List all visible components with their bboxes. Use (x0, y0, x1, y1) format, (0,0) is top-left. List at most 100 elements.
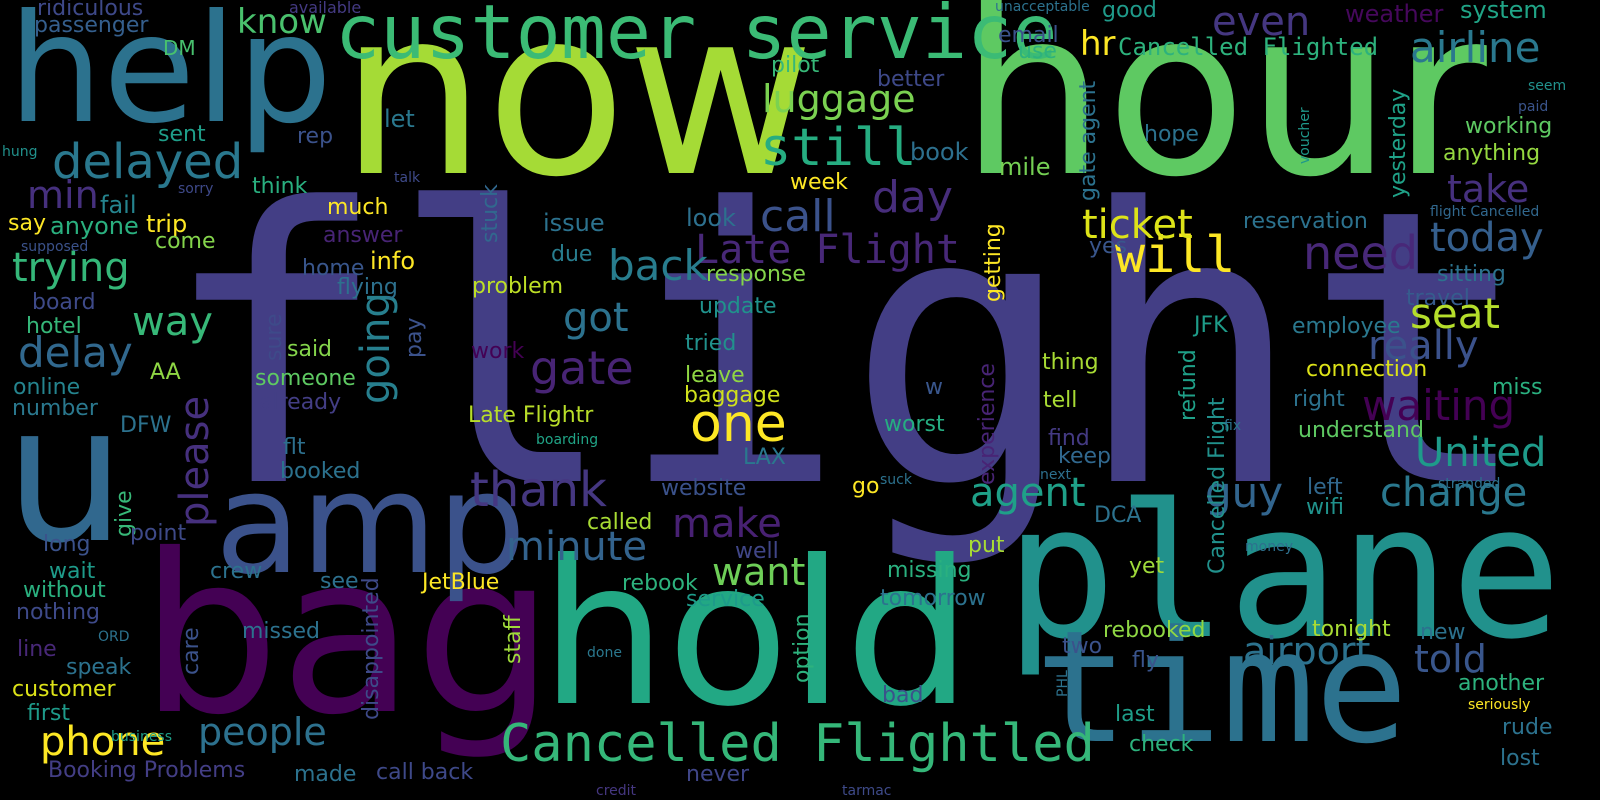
word-wait: wait (49, 559, 96, 584)
word-pay: pay (402, 317, 427, 358)
word-problem: problem (472, 274, 564, 299)
word-amp: amp (215, 443, 527, 606)
word-find: find (1048, 426, 1090, 451)
word-tonight: tonight (1312, 617, 1391, 642)
word-called: called (587, 510, 653, 535)
word-keep: keep (1058, 444, 1111, 469)
word-call: call (760, 191, 836, 242)
word-update: update (699, 294, 777, 319)
word-board: board (32, 290, 96, 315)
word-miss: miss (1492, 375, 1543, 400)
word-getting: getting (981, 223, 1006, 303)
word-fix: fix (1224, 418, 1242, 434)
word-bag: bag (140, 507, 555, 763)
word-good: good (1102, 0, 1157, 23)
word-service: service (686, 587, 765, 612)
word-baggage: baggage (684, 383, 781, 408)
word-hour: hour (960, 0, 1487, 228)
word-check: check (1129, 732, 1194, 757)
word-change: change (1380, 470, 1528, 516)
word-gate: gate (530, 341, 634, 395)
word-agent: agent (970, 470, 1086, 516)
word-ticket: ticket (1082, 202, 1193, 248)
word-understand: understand (1298, 418, 1424, 443)
word-missing: missing (887, 558, 972, 583)
word-take: take (1447, 167, 1530, 211)
word-u: u (5, 364, 126, 585)
word-nothing: nothing (16, 600, 100, 625)
word-made: made (294, 762, 357, 787)
word-paid: paid (1518, 99, 1549, 115)
word-rebook: rebook (622, 571, 698, 596)
word-issue: issue (543, 209, 605, 237)
word-online: online (13, 375, 81, 400)
word-point: point (130, 521, 187, 546)
word-seriously: seriously (1468, 697, 1531, 713)
word-working: working (1465, 114, 1553, 139)
word-flying: flying (337, 275, 398, 300)
word-never: never (686, 762, 750, 787)
word-dca: DCA (1094, 503, 1142, 528)
word-week: week (790, 170, 848, 195)
word-thing: thing (1042, 350, 1099, 375)
word-delayed: delayed (52, 134, 244, 190)
word-missed: missed (242, 619, 320, 644)
word-work: work (471, 339, 525, 364)
word-left: left (1307, 475, 1343, 500)
word-let: let (384, 105, 415, 133)
word-gate-agent: gate agent (1076, 80, 1101, 201)
word-next: next (1040, 467, 1072, 483)
word-time: time (1035, 597, 1409, 778)
word-two: two (1062, 634, 1103, 659)
word-yes: yes (1089, 234, 1128, 259)
word-come: come (155, 229, 216, 254)
word-employee: employee (1292, 314, 1401, 339)
word-min: min (27, 173, 99, 217)
word-flight-cancelled: flight Cancelled (1430, 204, 1540, 220)
word-hold: hold (540, 518, 972, 751)
word-done: done (587, 645, 622, 661)
word-long: long (43, 532, 91, 557)
word-pilot: pilot (771, 53, 820, 78)
word-jfk: JFK (1194, 313, 1228, 338)
word-voucher: voucher (1297, 107, 1313, 164)
word-experience: experience (975, 363, 1000, 485)
word-sorry: sorry (178, 181, 214, 197)
word-united: United (1415, 430, 1547, 476)
word-response: response (706, 262, 806, 287)
word-anything: anything (1443, 141, 1541, 166)
word-hope: hope (1144, 122, 1199, 147)
word-fail: fail (100, 191, 137, 219)
word-available: available (289, 0, 362, 17)
word-refund: refund (1176, 349, 1201, 422)
word-fly: fly (1132, 648, 1159, 673)
word-weather: weather (1345, 0, 1444, 28)
word-number: number (12, 396, 98, 421)
word-system: system (1460, 0, 1547, 24)
word-home: home (302, 256, 365, 281)
word-already: already (259, 390, 342, 415)
word-booked: booked (280, 459, 361, 484)
word-first: first (27, 701, 70, 726)
word-still: still (760, 118, 917, 178)
word-disappointed: disappointed (359, 577, 384, 721)
word-info: info (370, 247, 416, 275)
word-suck: suck (880, 472, 912, 488)
word-put: put (968, 533, 1005, 558)
word-w: w (925, 375, 943, 400)
word-seat: seat (1410, 289, 1500, 338)
word-use: use (1018, 39, 1057, 64)
word-today: today (1430, 215, 1544, 261)
word-phl: PHL (1055, 670, 1071, 698)
word-yet: yet (1129, 554, 1165, 579)
word-lost: lost (1500, 746, 1540, 771)
word-new: new (1420, 620, 1466, 645)
word-back: back (608, 241, 708, 290)
word-luggage: luggage (762, 77, 916, 121)
word-wifi: wifi (1306, 495, 1344, 520)
word-thank: thank (470, 462, 607, 518)
word-sent: sent (158, 122, 206, 147)
word-look: look (686, 204, 736, 232)
word-well: well (735, 539, 779, 564)
word-last: last (1115, 702, 1155, 727)
